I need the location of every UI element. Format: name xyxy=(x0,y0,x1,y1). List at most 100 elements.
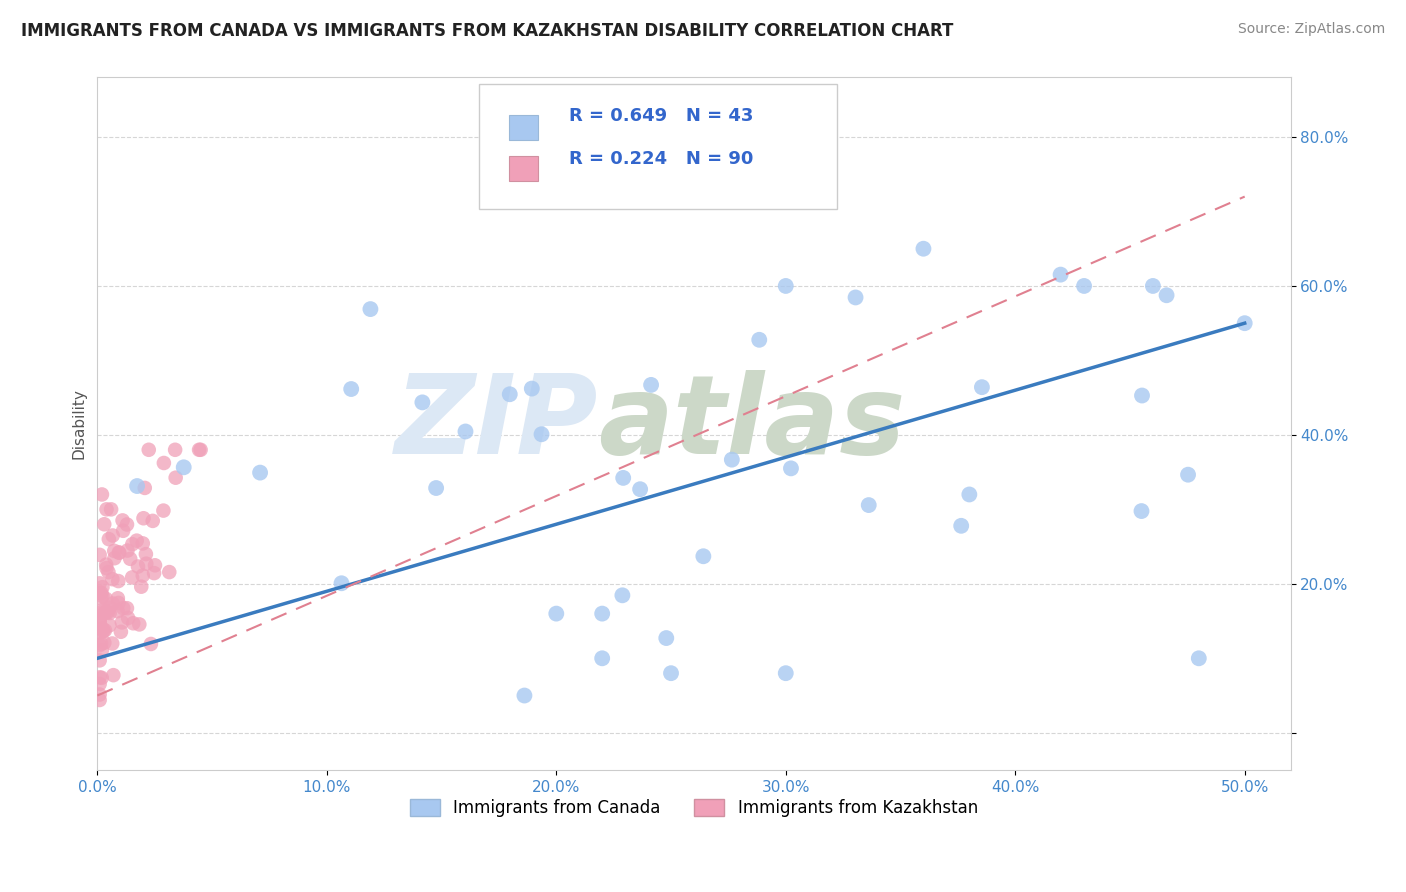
Point xyxy=(359,302,381,317)
Text: atlas: atlas xyxy=(599,370,905,477)
Point xyxy=(132,568,155,582)
Point xyxy=(97,565,120,579)
Point xyxy=(340,382,363,396)
Point xyxy=(91,624,114,639)
Point xyxy=(157,565,180,579)
Point xyxy=(1049,268,1071,282)
Point xyxy=(134,481,156,495)
Point xyxy=(139,637,162,651)
Point xyxy=(90,637,112,651)
Point xyxy=(96,606,118,620)
Point xyxy=(121,570,143,584)
Point xyxy=(721,452,744,467)
Point xyxy=(89,688,111,702)
Point xyxy=(957,487,980,501)
Point xyxy=(111,615,134,630)
Point xyxy=(499,387,522,401)
Point xyxy=(135,557,157,571)
Point xyxy=(692,549,714,564)
Point xyxy=(125,533,148,548)
Point xyxy=(98,606,121,620)
Point xyxy=(970,380,993,394)
Point xyxy=(1177,467,1199,482)
Point xyxy=(153,456,176,470)
Point xyxy=(152,503,174,517)
Point xyxy=(89,614,111,628)
Point xyxy=(173,460,195,475)
Point xyxy=(591,651,613,665)
Point xyxy=(107,604,129,618)
Point xyxy=(128,617,150,632)
Point xyxy=(90,591,112,606)
Point xyxy=(425,481,447,495)
Point xyxy=(103,551,125,566)
Point xyxy=(93,624,115,638)
Text: Source: ZipAtlas.com: Source: ZipAtlas.com xyxy=(1237,22,1385,37)
Point xyxy=(91,603,114,617)
Point xyxy=(90,606,112,620)
Point xyxy=(129,580,152,594)
Point xyxy=(101,636,124,650)
Legend: Immigrants from Canada, Immigrants from Kazakhstan: Immigrants from Canada, Immigrants from … xyxy=(404,792,984,824)
Point xyxy=(90,671,112,685)
Point xyxy=(112,524,135,538)
Point xyxy=(748,333,770,347)
Text: IMMIGRANTS FROM CANADA VS IMMIGRANTS FROM KAZAKHSTAN DISABILITY CORRELATION CHAR: IMMIGRANTS FROM CANADA VS IMMIGRANTS FRO… xyxy=(21,22,953,40)
Point xyxy=(89,612,111,626)
Point xyxy=(90,643,112,657)
Text: ZIP: ZIP xyxy=(395,370,599,477)
Point xyxy=(89,638,111,652)
Point xyxy=(628,482,651,496)
FancyBboxPatch shape xyxy=(479,85,837,209)
Point xyxy=(91,589,114,603)
Point xyxy=(122,616,145,631)
Point xyxy=(132,536,155,550)
Point xyxy=(107,591,129,606)
Point xyxy=(101,528,124,542)
Point xyxy=(117,543,139,558)
Point xyxy=(100,502,122,516)
Point xyxy=(115,517,138,532)
Point xyxy=(121,537,143,551)
Point xyxy=(93,517,115,532)
Point xyxy=(107,574,129,588)
Point xyxy=(96,561,118,575)
Point xyxy=(89,677,111,691)
Point xyxy=(513,689,536,703)
Point xyxy=(142,514,165,528)
Point xyxy=(97,605,120,619)
Point xyxy=(1130,388,1153,402)
Point xyxy=(117,611,139,625)
Point xyxy=(780,461,803,475)
Point xyxy=(844,290,866,304)
Point xyxy=(89,548,111,562)
Point xyxy=(1073,279,1095,293)
Text: R = 0.224   N = 90: R = 0.224 N = 90 xyxy=(568,150,754,169)
Point xyxy=(120,551,142,566)
Point xyxy=(138,442,160,457)
Point xyxy=(91,622,114,636)
Point xyxy=(165,471,187,485)
Point xyxy=(143,558,166,573)
Y-axis label: Disability: Disability xyxy=(72,388,86,459)
Point xyxy=(775,279,797,293)
Point xyxy=(89,625,111,640)
Point xyxy=(912,242,935,256)
Point xyxy=(89,586,111,600)
Point xyxy=(127,479,149,493)
Text: R = 0.649   N = 43: R = 0.649 N = 43 xyxy=(568,106,754,125)
Point xyxy=(101,572,124,586)
Point xyxy=(135,547,157,561)
Point xyxy=(91,580,114,594)
Point xyxy=(249,466,271,480)
Point xyxy=(655,631,678,645)
Point xyxy=(93,606,115,620)
Point xyxy=(950,518,973,533)
Point xyxy=(1142,279,1164,293)
Point xyxy=(110,624,132,639)
Point xyxy=(97,532,120,546)
Point xyxy=(612,471,634,485)
Point xyxy=(89,653,111,667)
Point xyxy=(546,607,568,621)
Point xyxy=(1130,504,1153,518)
